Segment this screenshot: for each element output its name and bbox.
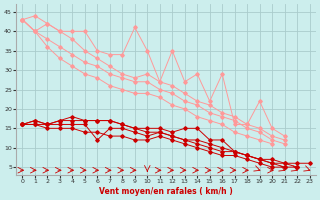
X-axis label: Vent moyen/en rafales ( km/h ): Vent moyen/en rafales ( km/h ) bbox=[99, 187, 233, 196]
